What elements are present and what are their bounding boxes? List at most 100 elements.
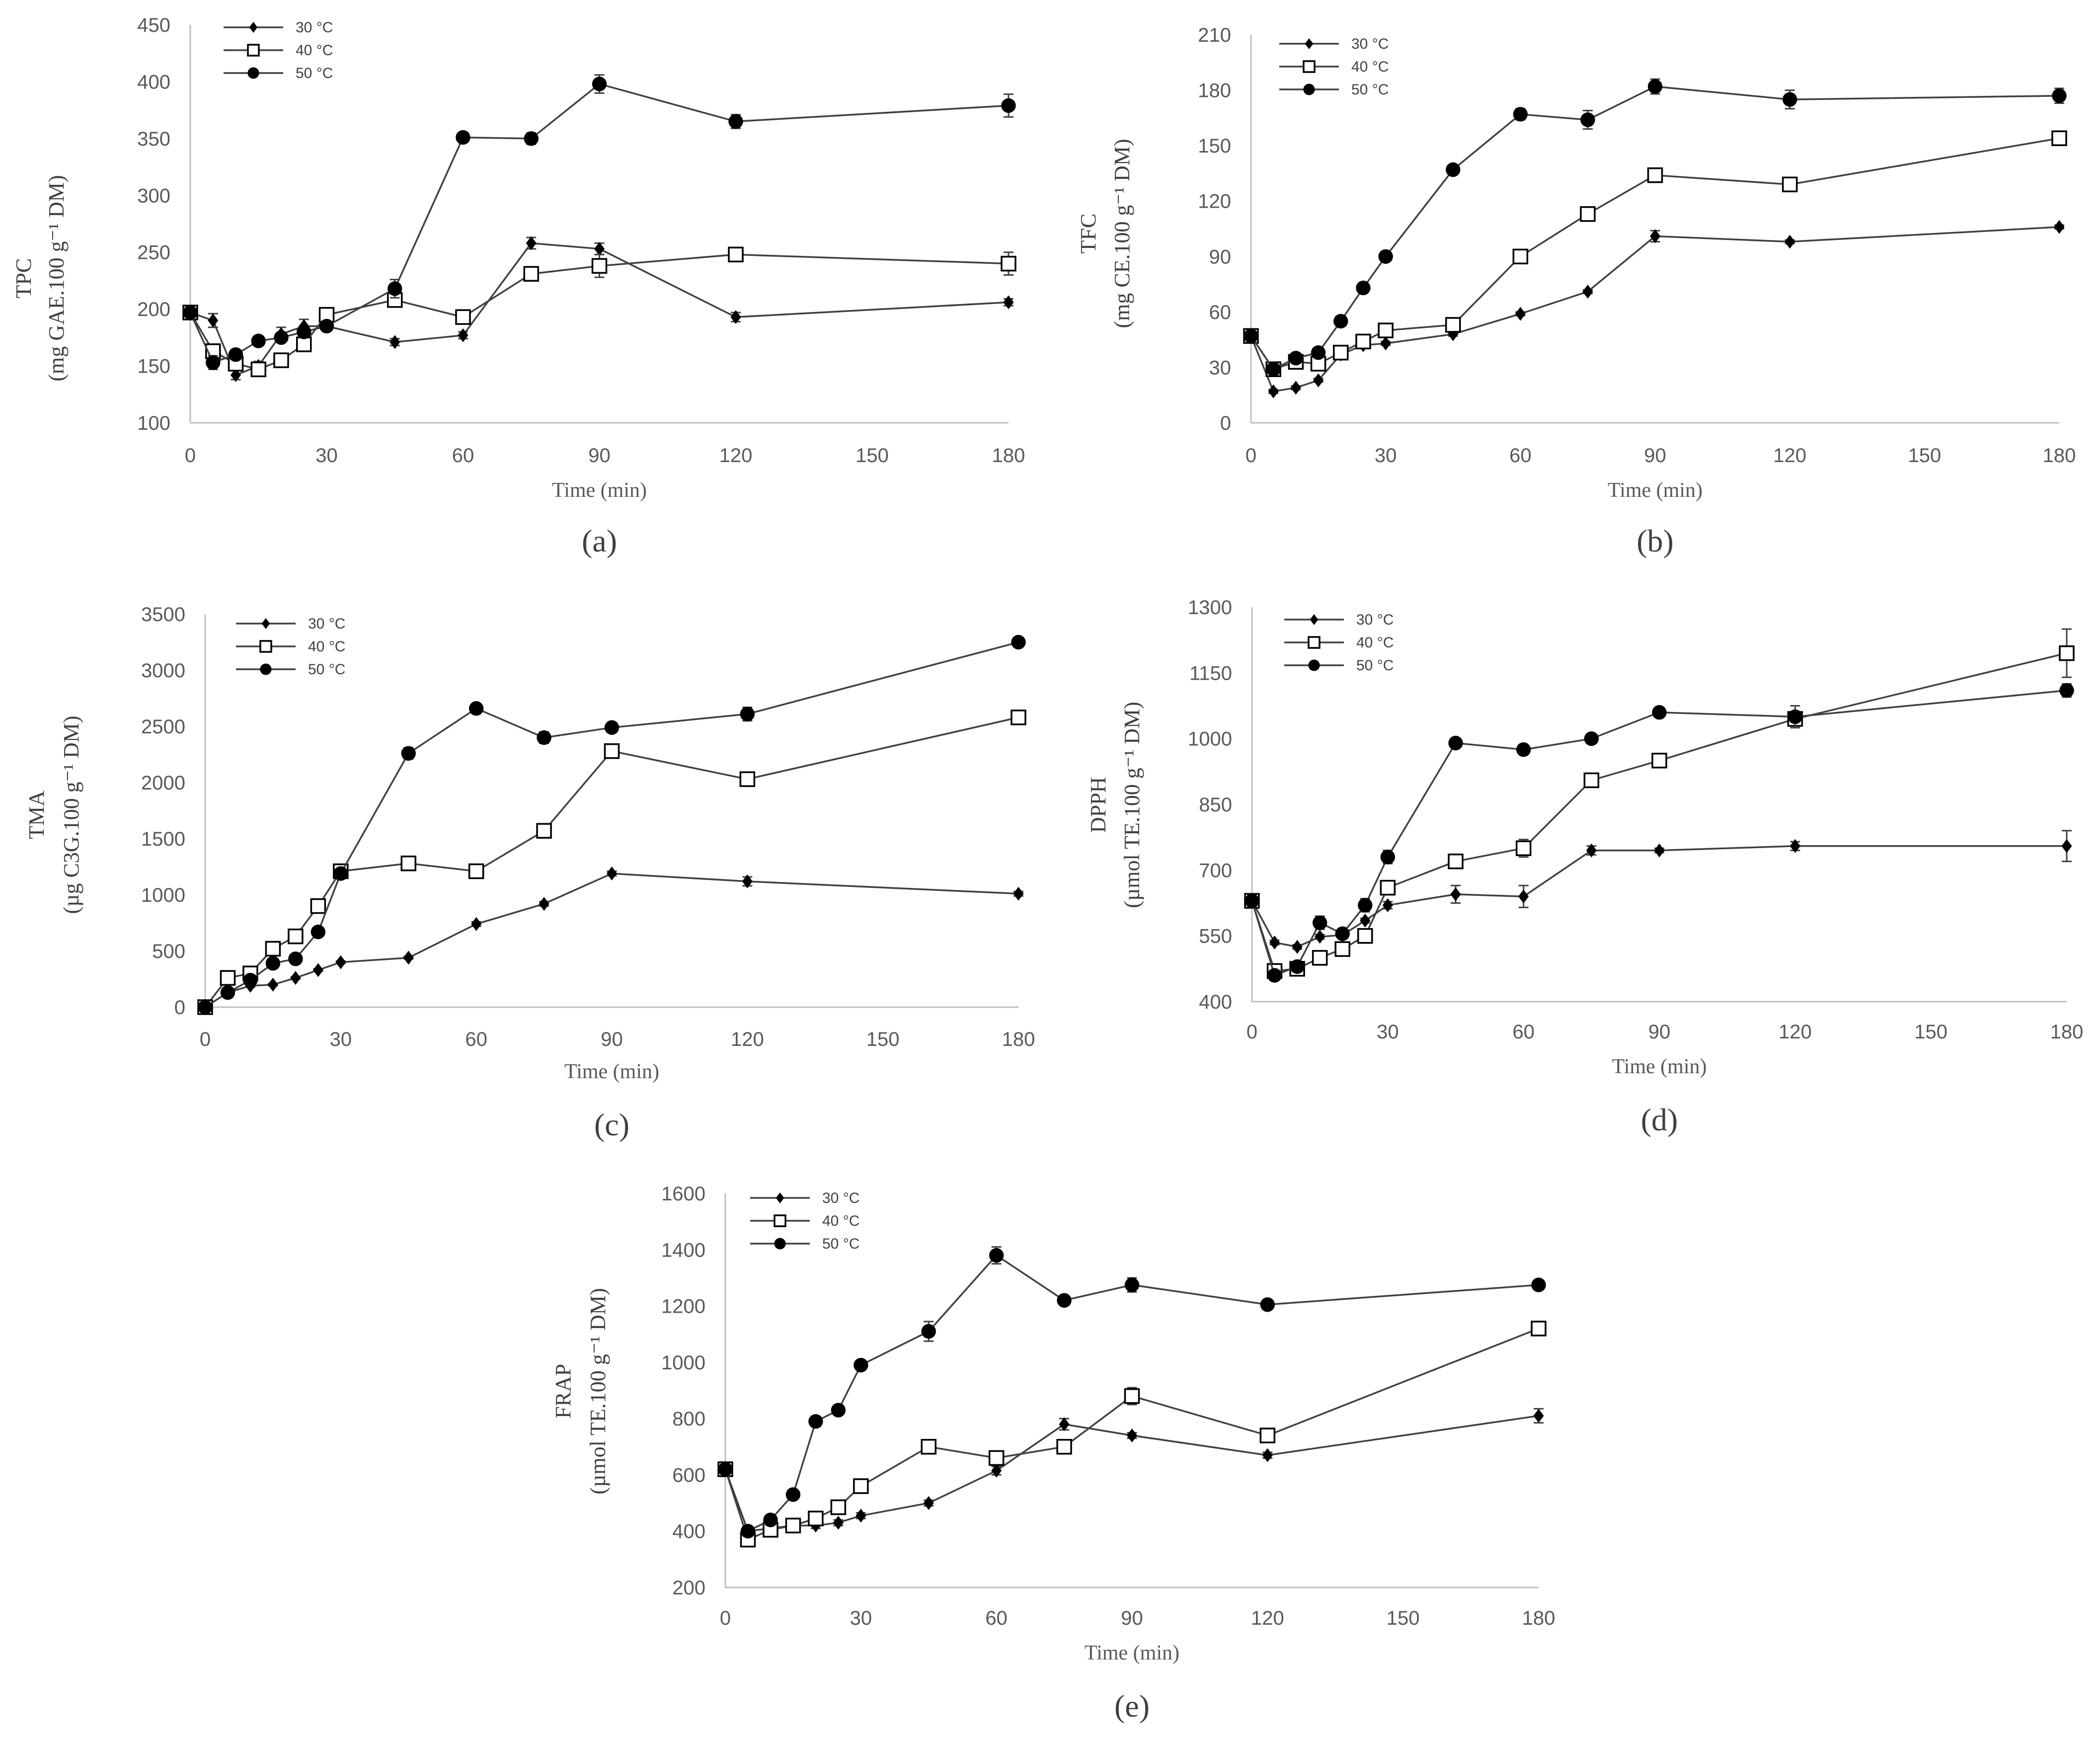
panel-d-series-circle-point: [1516, 742, 1531, 757]
panel-b-series-diamond-point: [1290, 381, 1301, 395]
panel-b-series-diamond-line: [1250, 226, 2060, 393]
panel-d-legend-marker: [1308, 659, 1320, 671]
panel-e-series-diamond-point: [991, 1463, 1002, 1478]
panel-b-legend: 30 °C 40 °C 50 °C: [1279, 36, 1389, 98]
panel-a-series-circle-point: [319, 318, 334, 334]
panel-d-series-circle-point: [1335, 926, 1350, 941]
panel-a-series-circle-point: [206, 355, 221, 370]
panel-d: 400 550 700 850 1000 1150 1300 0 30 60 90 120 150 180…: [1086, 597, 2083, 1137]
panel-e-y-tick-label: 800: [672, 1408, 705, 1430]
panel-a-series-circle-point: [524, 131, 539, 146]
panel-b-series-square-point: [1782, 176, 1798, 192]
panel-e-legend: 30 °C 40 °C 50 °C: [750, 1190, 859, 1252]
panel-e-series-circle-point: [1531, 1277, 1546, 1292]
panel-b-series-circle-point: [1782, 92, 1797, 107]
panel-b-legend-entry: 40 °C: [1351, 59, 1389, 75]
panel-e-legend-entry: 40 °C: [822, 1213, 859, 1229]
panel-c-series-circle-point: [198, 1000, 213, 1015]
panel-b-series-square-point: [2051, 130, 2067, 147]
panel-e-series-circle-point: [763, 1512, 778, 1527]
panel-c-series-circle-line: [205, 641, 1019, 1008]
panel-a-y-tick-label: 250: [137, 242, 170, 264]
panel-d-series-circle-point: [1380, 850, 1396, 865]
panel-b-series-diamond-point: [1785, 235, 1795, 249]
panel-a-y-axis-unit: (mg GAE.100 g⁻¹ DM): [44, 175, 69, 381]
panel-b-y-tick-label: 210: [1198, 24, 1231, 46]
panel-c-x-axis-label: Time (min): [564, 1060, 659, 1083]
panel-c-series-diamond-point: [742, 874, 753, 888]
panel-c-series-square-point: [604, 743, 620, 759]
panel-c-legend-marker: [260, 663, 272, 675]
panel-c-series-diamond-point: [267, 977, 278, 992]
panel-d-series-square-point: [1583, 772, 1600, 789]
panel-d-y-tick-label: 850: [1199, 794, 1232, 816]
panel-e-series-diamond-point: [1262, 1448, 1273, 1462]
panel-d-series-circle-point: [2059, 683, 2074, 698]
panel-a-series-circle-point: [456, 130, 470, 145]
panel-a-label: (a): [582, 523, 617, 558]
panel-e-series-circle: [718, 1246, 1546, 1539]
panel-a-series-square-point: [455, 309, 471, 325]
panel-b-series-diamond-point: [1515, 307, 1526, 321]
panel-a-series-square: [182, 246, 1016, 378]
panel-a: 100 150 200 250 300 350 400 450 0 30 60 90 120 150 180…: [11, 14, 1025, 558]
panel-d-series-diamond-line: [1251, 845, 2067, 948]
panel-b-y-axis-unit: (mg CE.100 g⁻¹ DM): [1110, 139, 1134, 328]
panel-d-series-circle-point: [1312, 915, 1327, 930]
panel-e-series-diamond: [720, 1408, 1544, 1538]
panel-d-x-tick-label: 30: [1377, 1021, 1399, 1043]
panel-e-series-circle-point: [1057, 1293, 1072, 1308]
panel-d-y-tick-label: 550: [1199, 926, 1232, 948]
panel-a-series-circle: [183, 74, 1016, 370]
panel-c-series-square-point: [1011, 710, 1026, 725]
panel-e-series-diamond-point: [1127, 1428, 1137, 1443]
panel-c-y-tick-label: 3500: [141, 604, 185, 626]
panel-c-series-square-point: [400, 855, 416, 871]
panel-c-y-tick-label: 2500: [141, 716, 185, 738]
panel-e-legend-entry: 30 °C: [822, 1190, 859, 1206]
panel-e-x-tick-label: 120: [1251, 1607, 1284, 1629]
panel-d-x-tick-label: 0: [1246, 1021, 1257, 1043]
panel-c-y-tick-label: 2000: [141, 772, 185, 794]
panel-b-series-diamond-point: [1650, 229, 1660, 243]
panel-b-series-square: [1243, 130, 2067, 377]
panel-d-series-diamond-point: [2061, 839, 2072, 853]
panel-b-series-square-point: [1580, 206, 1596, 222]
panel-e-y-axis-unit: (µmol TE.100 g⁻¹ DM): [586, 1288, 610, 1494]
panel-e-y-tick-label: 1000: [661, 1352, 705, 1374]
panel-b-x-tick-label: 120: [1773, 445, 1806, 467]
panel-e-x-tick-label: 60: [985, 1607, 1008, 1629]
panel-a-series-diamond-point: [594, 241, 605, 256]
panel-b-y-tick-label: 120: [1198, 191, 1231, 213]
panel-c-series-circle-point: [220, 985, 235, 1000]
panel-a-series-diamond-point: [1003, 295, 1014, 310]
panel-c-series-diamond-point: [471, 917, 482, 931]
panel-d-series-square-point: [1357, 928, 1373, 944]
panel-d-series-diamond-point: [1789, 839, 1800, 853]
panel-b-series-circle-point: [1446, 162, 1461, 177]
panel-e-series-square-point: [1056, 1439, 1072, 1455]
panel-d-series-square-point: [1448, 853, 1464, 870]
panel-c-series-square-point: [265, 941, 281, 957]
panel-c-series-square-point: [220, 970, 236, 986]
panel-d-series-circle-point: [1788, 709, 1803, 724]
panel-e-x-tick-label: 180: [1522, 1607, 1556, 1629]
panel-d-y-tick-label: 400: [1199, 991, 1232, 1013]
panel-a-series-square-point: [728, 246, 744, 263]
panel-c-legend: 30 °C 40 °C 50 °C: [236, 616, 345, 678]
panel-d-series-diamond-point: [1315, 930, 1325, 944]
panel-c-series-circle-point: [740, 707, 755, 721]
panel-d-series-square-point: [1334, 941, 1350, 957]
panel-c-series-square-point: [288, 928, 304, 945]
panel-c-series-circle-point: [401, 746, 416, 761]
panel-b-series-circle-point: [1580, 112, 1595, 127]
panel-b-x-tick-label: 0: [1245, 445, 1256, 467]
panel-e-y-tick-label: 400: [672, 1521, 705, 1543]
panel-d-series-square-point: [1651, 753, 1667, 769]
panel-b-series-square-point: [1647, 167, 1663, 183]
panel-e-x-axis-label: Time (min): [1085, 1642, 1179, 1664]
panel-e-y-tick-label: 200: [672, 1577, 705, 1599]
panel-c-y-axis-label: TMA: [24, 790, 49, 839]
panel-b-series-square-point: [1355, 333, 1371, 350]
panel-b-series-diamond-point: [1582, 284, 1593, 299]
